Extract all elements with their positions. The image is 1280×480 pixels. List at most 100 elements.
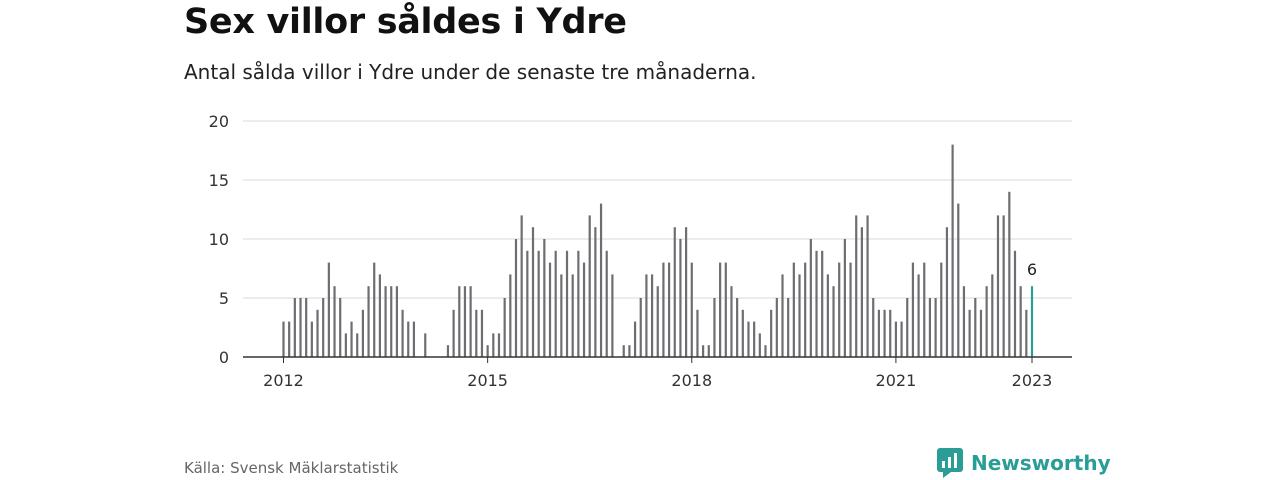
source-note: Källa: Svensk Mäklarstatistik — [184, 459, 399, 477]
bar — [945, 227, 949, 357]
bar — [605, 250, 608, 357]
bar — [548, 262, 552, 357]
bar — [650, 274, 654, 357]
bar — [673, 227, 676, 357]
bar — [628, 345, 631, 357]
bar — [656, 286, 659, 357]
bar — [497, 333, 501, 357]
bar — [401, 309, 404, 357]
y-tick-label: 15 — [209, 171, 229, 190]
bar — [900, 321, 903, 357]
newsworthy-logo-icon — [937, 448, 963, 478]
bar — [809, 239, 812, 357]
bar — [843, 239, 846, 357]
bar — [412, 321, 416, 357]
bar — [310, 321, 313, 357]
bar — [787, 298, 790, 357]
bar — [378, 274, 381, 357]
bar — [696, 309, 699, 357]
bar — [690, 262, 693, 357]
bar — [395, 286, 399, 357]
bar — [537, 250, 540, 357]
bar — [367, 286, 370, 357]
bar — [1025, 309, 1028, 357]
bar — [758, 333, 761, 357]
bar — [798, 274, 801, 357]
bar — [883, 309, 886, 357]
bar — [991, 274, 994, 357]
bar — [503, 298, 506, 357]
bar — [911, 262, 915, 357]
bar — [724, 262, 727, 357]
bar-highlight — [1030, 286, 1034, 357]
bar — [877, 309, 880, 357]
y-tick-label: 10 — [209, 230, 229, 249]
bar — [469, 286, 472, 357]
bars — [282, 144, 1034, 357]
bar — [305, 298, 308, 357]
bar — [934, 298, 937, 357]
bar — [838, 262, 841, 357]
bar — [333, 286, 336, 357]
bar — [719, 262, 722, 357]
axes: 0 5 10 15 20 6 2012 2015 2018 2021 2023 — [209, 112, 1072, 390]
bar — [792, 262, 795, 357]
bar — [639, 298, 642, 357]
bar — [685, 227, 688, 357]
bar — [611, 274, 614, 357]
bar — [979, 309, 983, 357]
bar — [356, 333, 359, 357]
bar — [889, 309, 892, 357]
bar — [855, 215, 858, 357]
x-tick-label: 2015 — [467, 371, 508, 390]
newsworthy-logo[interactable]: Newsworthy — [937, 448, 1111, 478]
bar — [917, 274, 920, 357]
bar — [373, 262, 376, 357]
bar — [957, 203, 960, 357]
bar — [815, 250, 818, 357]
bar — [543, 239, 546, 357]
bar — [849, 262, 852, 357]
bar — [446, 345, 450, 357]
bar — [384, 286, 387, 357]
y-tick-label: 20 — [209, 112, 229, 131]
bar — [832, 286, 835, 357]
bar — [645, 274, 648, 357]
bar — [452, 309, 455, 357]
bar — [894, 321, 898, 357]
bar — [928, 298, 932, 357]
bar — [985, 286, 988, 357]
bar — [339, 298, 342, 357]
newsworthy-logo-text: Newsworthy — [971, 451, 1111, 475]
bar — [968, 309, 971, 357]
bar — [996, 215, 1000, 357]
bar — [730, 286, 733, 357]
bar — [764, 345, 767, 357]
bar — [804, 262, 807, 357]
bar — [1002, 215, 1005, 357]
bar — [599, 203, 603, 357]
bar — [344, 333, 347, 357]
bar — [974, 298, 977, 357]
bar — [667, 262, 671, 357]
chart-subtitle: Antal sålda villor i Ydre under de senas… — [184, 60, 757, 84]
bar — [906, 298, 909, 357]
bar — [962, 286, 966, 357]
chart-title: Sex villor såldes i Ydre — [184, 2, 627, 42]
bar — [633, 321, 637, 357]
bar — [577, 250, 580, 357]
bar — [571, 274, 574, 357]
bar — [821, 250, 824, 357]
bar — [781, 274, 784, 357]
y-tick-label: 5 — [219, 289, 229, 308]
bar — [707, 345, 710, 357]
bar — [480, 309, 484, 357]
bar — [594, 227, 597, 357]
bar — [526, 250, 529, 357]
bar — [514, 239, 518, 357]
bar — [662, 262, 665, 357]
bar — [390, 286, 393, 357]
bar — [1019, 286, 1022, 357]
bar — [753, 321, 756, 357]
bar — [872, 298, 875, 357]
